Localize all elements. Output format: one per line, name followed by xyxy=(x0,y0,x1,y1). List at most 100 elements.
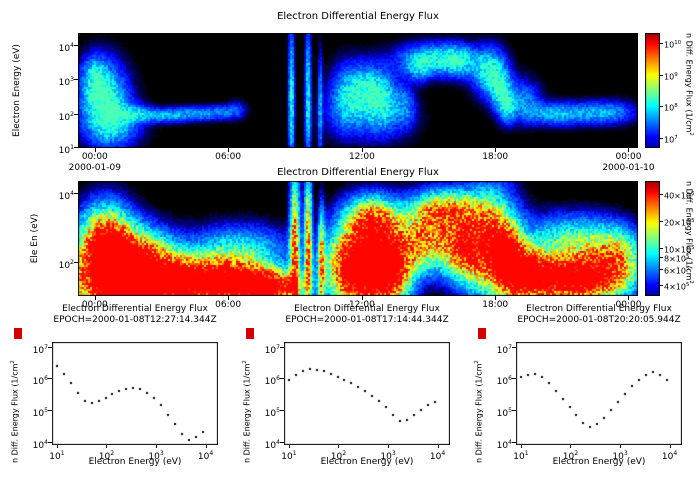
tick-mark xyxy=(437,445,439,448)
tick-mark xyxy=(520,445,522,448)
x-tick-label: 00:00 xyxy=(615,152,642,162)
spec1-colorbar-label: n Diff. Energy Flux (1/cm2 xyxy=(684,33,694,136)
y-tick-label: 104 xyxy=(264,438,280,451)
x-tick-label: 06:00 xyxy=(215,300,242,310)
y-tick-label: 103 xyxy=(58,76,74,89)
tick-mark xyxy=(628,296,630,300)
y-tick-label: 106 xyxy=(32,375,48,388)
spec2-y-axis-label: Ele En (eV) xyxy=(30,213,40,264)
x-tick-label: 18:00 xyxy=(482,152,509,162)
tick-mark xyxy=(74,147,78,149)
x-tick-label: 104 xyxy=(661,450,678,462)
colorbar-tick-label: 40×105 xyxy=(664,190,695,201)
x-tick-label: 12:00 xyxy=(348,300,375,310)
tick-mark xyxy=(280,378,284,380)
x-tick-label: 18:00 xyxy=(482,300,509,310)
x-tick-label: 103 xyxy=(380,450,396,462)
x-tick-label: 00:00 xyxy=(615,300,642,310)
colorbar-tick-label: 108 xyxy=(664,103,678,114)
slice1-x-axis-label: Electron Energy (eV) xyxy=(88,457,182,467)
y-tick-label: 104 xyxy=(58,41,74,54)
spec2-plot-canvas[interactable] xyxy=(78,181,638,296)
y-tick-label: 105 xyxy=(32,407,48,420)
slice3-title: Electron Differential Energy Flux xyxy=(526,304,672,314)
y-tick-label: 104 xyxy=(58,189,74,202)
tick-mark xyxy=(280,410,284,412)
tick-mark xyxy=(660,106,663,108)
tick-mark xyxy=(660,74,663,76)
slice1-plot-canvas[interactable] xyxy=(52,342,218,445)
spec1-plot-canvas[interactable] xyxy=(78,33,638,148)
x-tick-label: 101 xyxy=(513,450,529,462)
slice2-plot-canvas[interactable] xyxy=(284,342,450,445)
x-tick-label: 103 xyxy=(148,450,164,462)
tick-mark xyxy=(228,296,230,300)
tick-mark xyxy=(669,445,671,448)
y-tick-label: 107 xyxy=(496,343,512,356)
slice1-epoch-label: EPOCH=2000-01-08T12:27:14.344Z xyxy=(53,315,217,325)
y-tick-label: 104 xyxy=(496,438,512,451)
colorbar-tick-label: 1010 xyxy=(664,39,682,50)
tick-mark xyxy=(94,148,96,152)
spec1-title: Electron Differential Energy Flux xyxy=(277,11,439,22)
y-tick-label: 105 xyxy=(496,407,512,420)
y-tick-label: 105 xyxy=(264,407,280,420)
slice1-title: Electron Differential Energy Flux xyxy=(62,304,208,314)
tick-mark xyxy=(94,296,96,300)
tick-mark xyxy=(48,410,52,412)
colorbar-tick-label: 20×105 xyxy=(664,217,695,228)
tick-mark xyxy=(74,113,78,115)
tick-mark xyxy=(512,441,516,443)
tick-mark xyxy=(660,257,663,259)
slice2-y-axis-label: n Diff. Energy Flux (1/cm2 xyxy=(242,360,252,463)
tick-mark xyxy=(106,445,108,448)
tick-mark xyxy=(361,296,363,300)
tick-mark xyxy=(280,441,284,443)
x-tick-label: 104 xyxy=(429,450,446,462)
y-tick-label: 106 xyxy=(264,375,280,388)
tick-mark xyxy=(660,268,663,270)
slice3-y-axis-label: n Diff. Energy Flux (1/cm2 xyxy=(474,360,484,463)
x-tick-label: 102 xyxy=(330,450,347,462)
slice1-marker xyxy=(14,328,22,339)
tick-mark xyxy=(495,296,497,300)
x-tick-label: 102 xyxy=(98,450,115,462)
slice3-marker xyxy=(478,328,486,339)
spec2-colorbar[interactable] xyxy=(645,181,660,296)
colorbar-tick-label: 8×105 xyxy=(664,254,690,264)
tick-mark xyxy=(74,261,78,263)
tick-mark xyxy=(74,192,78,194)
y-tick-label: 102 xyxy=(58,258,74,271)
tick-mark xyxy=(512,378,516,380)
tick-mark xyxy=(620,445,622,448)
spec1-y-axis-label: Electron Energy (eV) xyxy=(12,44,22,137)
colorbar-tick-label: 4×105 xyxy=(664,281,690,292)
tick-mark xyxy=(156,445,158,448)
tick-mark xyxy=(48,378,52,380)
tick-mark xyxy=(660,284,663,286)
tick-mark xyxy=(56,445,58,448)
x-tick-label: 06:00 xyxy=(215,152,242,162)
x-tick-label: 12:00 xyxy=(348,152,375,162)
tick-mark xyxy=(388,445,390,448)
tick-mark xyxy=(660,42,663,44)
colorbar-tick-label: 10×105 xyxy=(664,245,695,256)
slice3-plot-canvas[interactable] xyxy=(516,342,682,445)
colorbar-tick-label: 107 xyxy=(664,135,678,146)
tick-mark xyxy=(628,148,630,152)
y-tick-label: 102 xyxy=(58,110,74,123)
slice3-epoch-label: EPOCH=2000-01-08T20:20:05.944Z xyxy=(517,315,681,325)
slice1-y-axis-label: n Diff. Energy Flux (1/cm2 xyxy=(10,360,20,463)
tick-mark xyxy=(228,148,230,152)
tick-mark xyxy=(512,410,516,412)
spec1-colorbar[interactable] xyxy=(645,33,660,148)
tick-mark xyxy=(570,445,572,448)
tick-mark xyxy=(48,441,52,443)
tick-mark xyxy=(74,44,78,46)
tick-mark xyxy=(495,148,497,152)
slice3-x-axis-label: Electron Energy (eV) xyxy=(552,457,646,467)
x-tick-label: 00:00 xyxy=(81,300,108,310)
tick-mark xyxy=(74,79,78,81)
tick-mark xyxy=(660,138,663,140)
